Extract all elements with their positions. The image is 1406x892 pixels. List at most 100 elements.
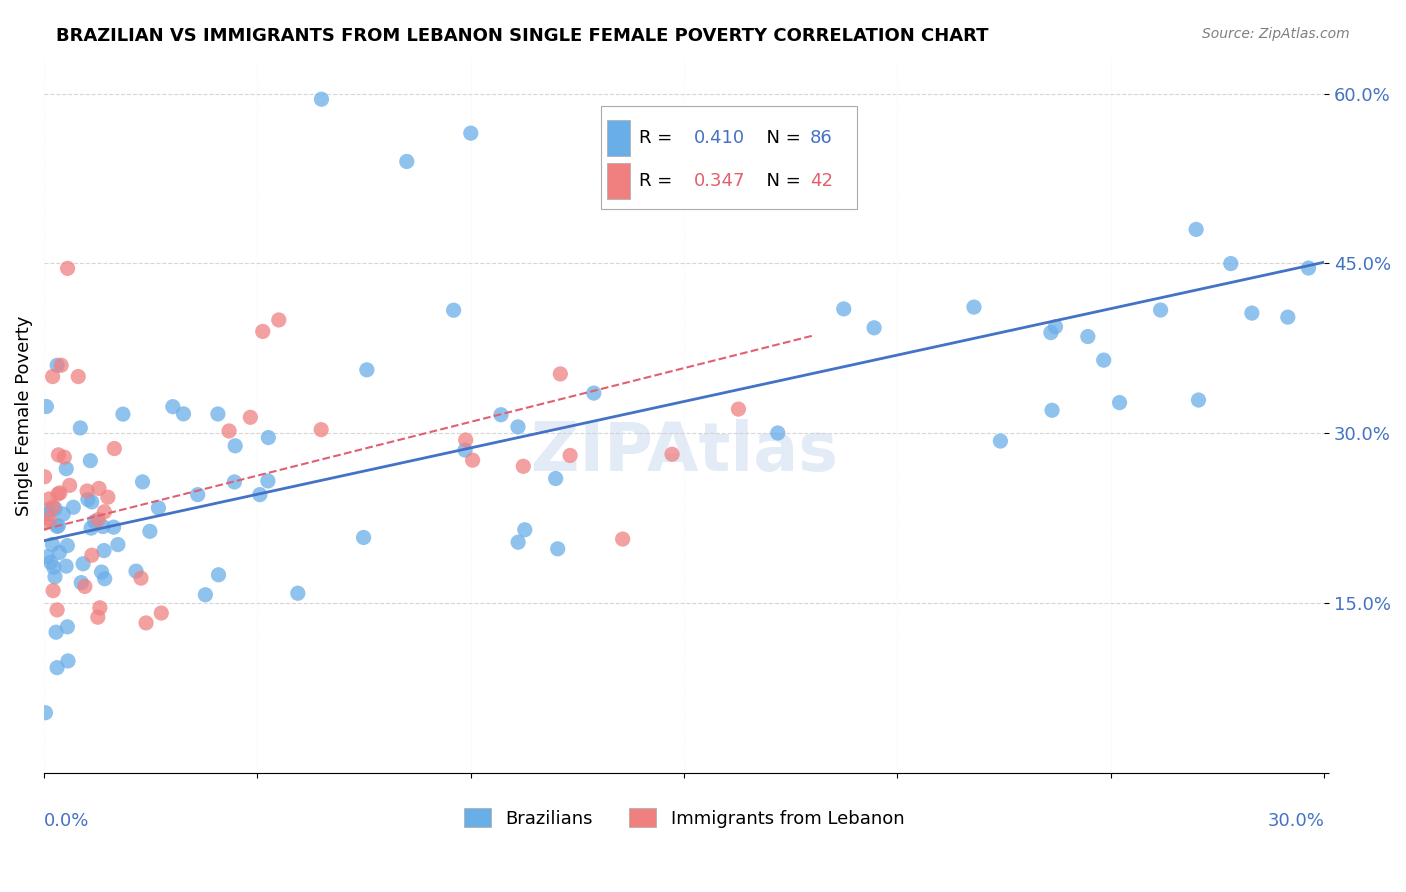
Brazilians <box>506 420 529 434</box>
Brazilians <box>44 501 66 516</box>
Immigrants from Lebanon <box>73 579 96 593</box>
Immigrants from Lebanon <box>89 600 111 615</box>
Immigrants from Lebanon <box>454 433 477 447</box>
Brazilians <box>454 443 477 458</box>
Brazilians <box>287 586 309 600</box>
Brazilians <box>1277 310 1299 325</box>
Brazilians <box>72 557 94 571</box>
Text: Source: ZipAtlas.com: Source: ZipAtlas.com <box>1202 27 1350 41</box>
Brazilians <box>1185 222 1208 236</box>
Brazilians <box>93 543 115 558</box>
Brazilians <box>41 537 63 551</box>
Brazilians <box>187 488 209 502</box>
Immigrants from Lebanon <box>46 487 69 501</box>
Brazilians <box>249 488 271 502</box>
Immigrants from Lebanon <box>59 478 82 492</box>
Brazilians <box>69 421 91 435</box>
Brazilians <box>56 620 79 634</box>
Brazilians <box>107 538 129 552</box>
Brazilians <box>62 500 84 515</box>
Brazilians <box>45 625 67 640</box>
Brazilians <box>48 518 70 533</box>
Brazilians <box>443 303 465 318</box>
Immigrants from Lebanon <box>49 486 72 500</box>
Brazilians <box>46 359 69 373</box>
Brazilians <box>37 502 59 516</box>
Immigrants from Lebanon <box>80 548 103 562</box>
Immigrants from Lebanon <box>56 261 79 276</box>
Brazilians <box>79 453 101 467</box>
Text: R =: R = <box>640 129 678 147</box>
Brazilians <box>194 588 217 602</box>
FancyBboxPatch shape <box>600 106 856 210</box>
Brazilians <box>44 570 66 584</box>
Immigrants from Lebanon <box>512 459 534 474</box>
Brazilians <box>1298 261 1320 276</box>
Text: 86: 86 <box>810 129 832 147</box>
Immigrants from Lebanon <box>87 482 110 496</box>
Immigrants from Lebanon <box>41 369 63 384</box>
Immigrants from Lebanon <box>103 442 125 456</box>
Immigrants from Lebanon <box>42 583 65 598</box>
Immigrants from Lebanon <box>461 453 484 467</box>
Brazilians <box>162 400 184 414</box>
Brazilians <box>207 567 229 582</box>
FancyBboxPatch shape <box>607 163 630 199</box>
Brazilians <box>131 475 153 489</box>
Brazilians <box>990 434 1012 448</box>
Brazilians <box>46 519 69 533</box>
Immigrants from Lebanon <box>67 369 90 384</box>
Brazilians <box>356 363 378 377</box>
Brazilians <box>42 560 65 574</box>
Brazilians <box>52 507 75 521</box>
Text: 0.347: 0.347 <box>695 172 745 190</box>
Brazilians <box>125 564 148 578</box>
Brazilians <box>1219 256 1241 270</box>
Brazilians <box>224 475 246 489</box>
Immigrants from Lebanon <box>550 367 572 381</box>
Brazilians <box>37 549 59 564</box>
Immigrants from Lebanon <box>727 402 749 417</box>
Brazilians <box>1045 319 1067 334</box>
Brazilians <box>76 492 98 507</box>
Brazilians <box>1092 353 1115 368</box>
Brazilians <box>963 300 986 314</box>
Brazilians <box>766 425 789 440</box>
Brazilians <box>80 521 103 535</box>
Brazilians <box>39 555 62 569</box>
Immigrants from Lebanon <box>93 505 115 519</box>
Brazilians <box>91 519 114 533</box>
Immigrants from Lebanon <box>239 410 262 425</box>
Immigrants from Lebanon <box>661 447 683 461</box>
Brazilians <box>93 572 115 586</box>
Text: 42: 42 <box>810 172 832 190</box>
Y-axis label: Single Female Poverty: Single Female Poverty <box>15 316 32 516</box>
Immigrants from Lebanon <box>42 500 65 514</box>
Brazilians <box>547 541 569 556</box>
Immigrants from Lebanon <box>34 469 56 483</box>
Brazilians <box>1187 392 1209 407</box>
Brazilians <box>489 408 512 422</box>
Immigrants from Lebanon <box>612 532 634 546</box>
Immigrants from Lebanon <box>34 516 56 531</box>
Brazilians <box>1240 306 1263 320</box>
Brazilians <box>80 495 103 509</box>
Immigrants from Lebanon <box>267 313 290 327</box>
Brazilians <box>46 660 69 674</box>
Brazilians <box>311 92 333 106</box>
FancyBboxPatch shape <box>607 120 630 156</box>
Brazilians <box>139 524 162 539</box>
Brazilians <box>55 559 77 574</box>
Brazilians <box>1108 395 1130 409</box>
Brazilians <box>56 539 79 553</box>
Brazilians <box>832 301 855 316</box>
Brazilians <box>1077 329 1099 343</box>
Brazilians <box>582 386 605 401</box>
Immigrants from Lebanon <box>218 424 240 438</box>
Text: 0.410: 0.410 <box>695 129 745 147</box>
Immigrants from Lebanon <box>46 603 69 617</box>
Brazilians <box>148 500 170 515</box>
Brazilians <box>37 507 59 521</box>
Brazilians <box>395 154 418 169</box>
Immigrants from Lebanon <box>87 513 110 527</box>
